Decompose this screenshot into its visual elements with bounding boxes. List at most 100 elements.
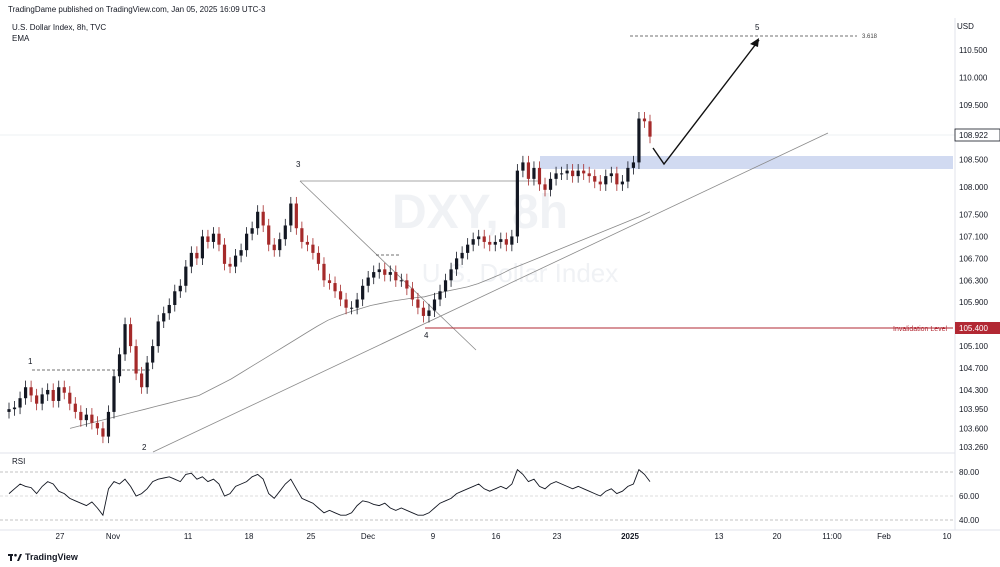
tradingview-logo[interactable]: TradingView (8, 552, 78, 562)
rsi-line (8, 468, 651, 517)
candle (361, 279, 365, 307)
candle-body (432, 299, 437, 311)
candle-body (327, 280, 332, 284)
price-tick-label: 107.100 (959, 232, 988, 241)
indicator-label[interactable]: EMA (12, 34, 30, 43)
rsi-tick-label: 60.00 (959, 492, 980, 501)
candle-body (206, 236, 210, 242)
candle (134, 339, 138, 381)
price-tick-label: 110.000 (959, 73, 988, 82)
candle-body (272, 244, 276, 251)
candle (51, 383, 55, 408)
candle-body (261, 211, 265, 226)
candle (399, 273, 403, 287)
candle (377, 262, 381, 279)
candle (95, 416, 100, 435)
candle-body (477, 236, 481, 240)
candle-body (593, 176, 597, 182)
candle (637, 111, 641, 169)
candle-body (648, 121, 652, 137)
last-price-text: 108.922 (959, 131, 988, 140)
candle-body (84, 414, 88, 421)
candle (350, 301, 354, 315)
candle-body (283, 225, 287, 240)
candle-body (200, 236, 205, 259)
candle (245, 227, 249, 257)
candle-body (615, 173, 619, 185)
candle-body (95, 422, 100, 429)
price-tick-label: 110.500 (959, 46, 988, 55)
candle-body (571, 170, 575, 177)
candle-body (521, 162, 525, 171)
candle-body (637, 118, 641, 163)
candle (250, 221, 254, 241)
candle (609, 166, 613, 183)
time-tick-label: 11 (184, 532, 193, 541)
candle (642, 111, 647, 128)
candle (372, 265, 376, 285)
candle (311, 238, 315, 260)
candle (167, 298, 171, 320)
candle-body (173, 291, 177, 305)
candle-body (123, 324, 127, 355)
watermark-ticker: DXY, 8h (392, 186, 568, 239)
candle-body (57, 387, 61, 401)
candle (388, 265, 392, 282)
candle (145, 355, 149, 394)
candle-body (256, 211, 260, 229)
candle-body (642, 118, 647, 122)
candle-body (217, 233, 221, 245)
candle-body (537, 167, 542, 185)
rsi-tick-label: 40.00 (959, 516, 980, 525)
candle-body (466, 244, 470, 253)
candle (327, 273, 332, 290)
candle (466, 238, 470, 260)
demand-zone (540, 156, 953, 169)
candle-body (416, 299, 420, 308)
candle-body (582, 170, 586, 174)
price-tick-label: 103.600 (959, 424, 988, 433)
candle-body (233, 255, 238, 267)
wave-1-label: 1 (28, 357, 33, 366)
candle (106, 405, 111, 444)
candle-body (140, 373, 144, 388)
candle-body (239, 250, 243, 256)
price-tick-label: 104.700 (959, 364, 988, 373)
candle (173, 284, 177, 312)
candle-body (12, 407, 17, 410)
symbol-title[interactable]: U.S. Dollar Index, 8h, TVC (12, 23, 107, 32)
price-axis: 110.500 110.000 109.500 108.500 108.000 107.5… (959, 46, 988, 452)
time-tick-label: 18 (245, 532, 254, 541)
candle (316, 246, 321, 271)
candle-body (278, 239, 282, 251)
candle-body (289, 203, 293, 226)
candle (84, 408, 88, 427)
candle (151, 339, 155, 370)
candle (416, 292, 420, 315)
candle-body (609, 173, 613, 177)
candle-body (101, 428, 105, 437)
invalidation-price-badge (955, 322, 1000, 334)
candle-body (548, 178, 553, 190)
candle-body (361, 285, 365, 300)
candle (504, 232, 508, 252)
candle-body (250, 228, 254, 234)
candle (493, 235, 497, 252)
candle-body (565, 170, 569, 174)
candle (593, 169, 597, 189)
candle-body (526, 162, 531, 179)
price-tick-label: 105.100 (959, 342, 988, 351)
fib-label: 3.618 (862, 34, 878, 40)
candle-body (145, 362, 149, 388)
symbol-legend: U.S. Dollar Index, 8h, TVC EMA (12, 22, 106, 44)
rsi-label[interactable]: RSI (12, 457, 26, 466)
candle-body (222, 244, 227, 264)
candle (57, 380, 61, 408)
candle (18, 391, 22, 415)
candle (443, 273, 448, 298)
candle (515, 164, 519, 244)
candle (421, 301, 426, 323)
time-tick-label: 10 (943, 532, 952, 541)
candle (29, 380, 33, 403)
